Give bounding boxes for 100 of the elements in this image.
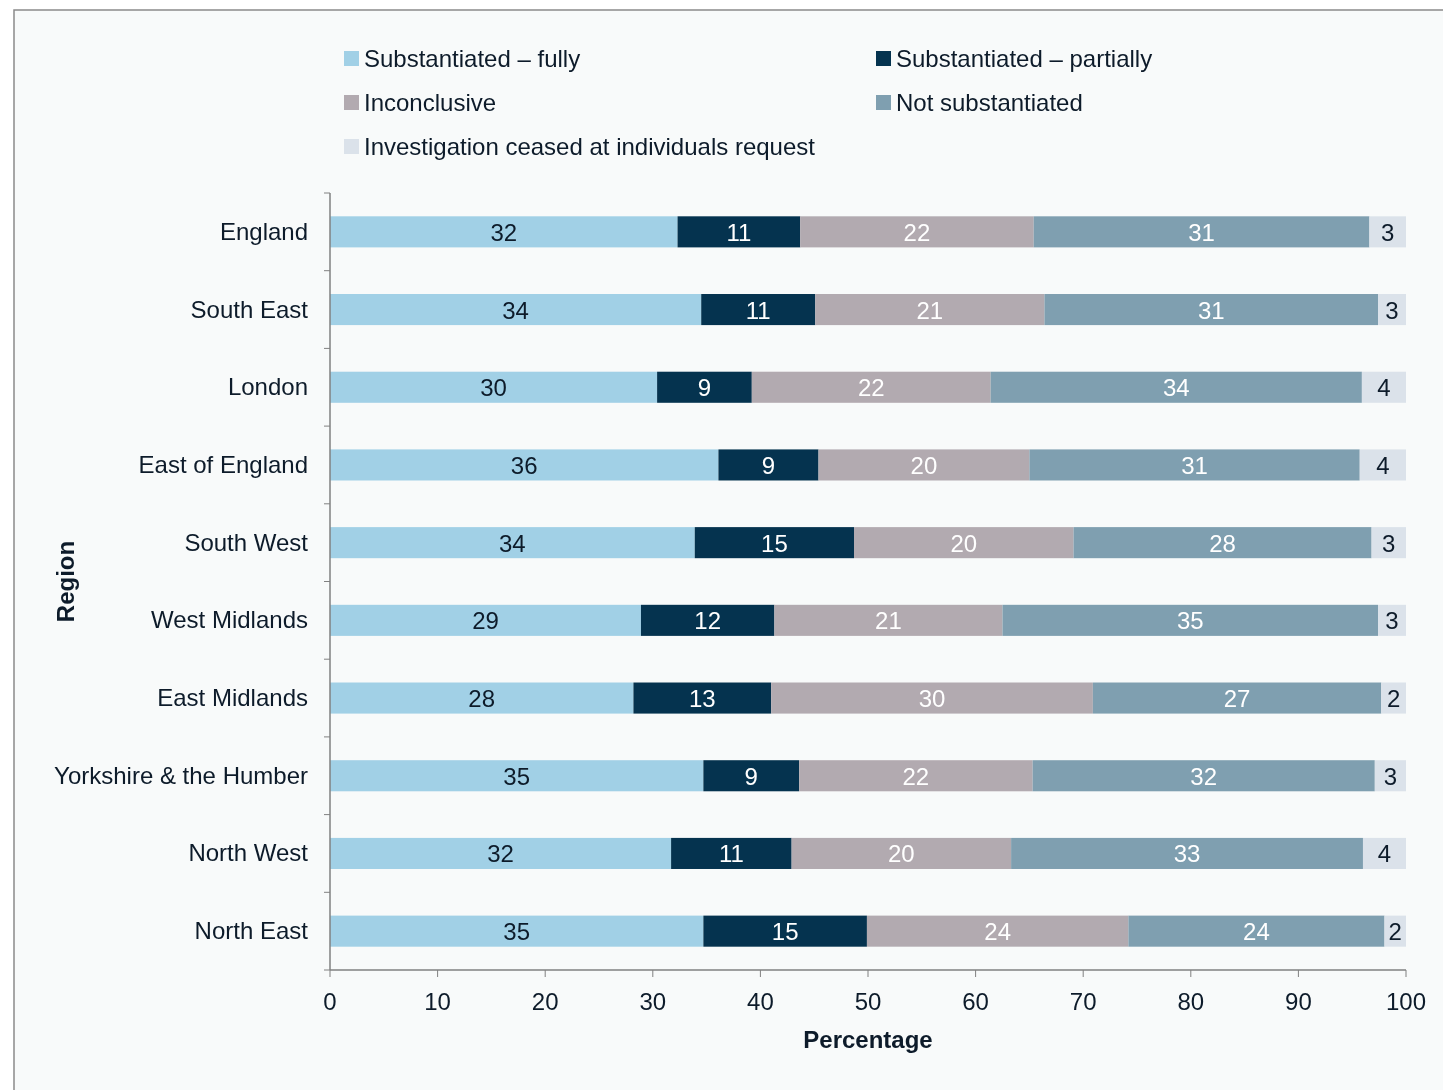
bar <box>703 915 867 947</box>
bar <box>1033 216 1370 248</box>
data-label: 11 <box>726 218 752 246</box>
bar <box>818 449 1030 481</box>
data-label: 3 <box>1382 529 1396 557</box>
data-label: 28 <box>468 685 496 713</box>
bar <box>791 837 1012 869</box>
bar <box>330 449 719 481</box>
bar <box>694 527 855 559</box>
data-label: 3 <box>1385 296 1399 324</box>
legend-label: Investigation ceased at individuals request <box>364 133 816 160</box>
data-label: 33 <box>1173 840 1201 868</box>
data-label: 11 <box>718 840 744 868</box>
data-label: 24 <box>1243 918 1270 946</box>
bar <box>657 371 752 403</box>
x-tick-label: 50 <box>854 988 882 1015</box>
data-label: 13 <box>688 685 716 713</box>
x-tick-label: 20 <box>531 988 559 1015</box>
bar <box>1361 371 1406 403</box>
data-label: 29 <box>472 607 499 635</box>
bar <box>1073 527 1372 559</box>
data-label: 31 <box>1181 451 1208 479</box>
legend-label: Inconclusive <box>364 89 497 116</box>
y-tick-label: North East <box>194 917 309 945</box>
bar <box>718 449 819 481</box>
x-tick-label: 90 <box>1285 988 1312 1015</box>
bar <box>866 915 1129 947</box>
bar <box>1029 449 1360 481</box>
data-label: 3 <box>1385 607 1399 635</box>
bar <box>800 216 1034 248</box>
bar <box>671 837 792 869</box>
data-label: 15 <box>771 918 799 946</box>
data-label: 9 <box>697 374 712 402</box>
data-label: 32 <box>490 218 518 246</box>
data-label: 9 <box>761 451 776 479</box>
data-label: 9 <box>744 762 758 790</box>
data-label: 31 <box>1188 218 1215 246</box>
bar <box>330 837 672 869</box>
data-label: 31 <box>1197 296 1225 324</box>
bar <box>633 682 772 714</box>
data-label: 24 <box>984 918 1012 946</box>
data-label: 4 <box>1377 840 1392 868</box>
bar <box>1369 216 1406 248</box>
data-label: 21 <box>875 607 902 635</box>
legend-label: Not substantiated <box>896 89 1083 116</box>
data-label: 3 <box>1381 218 1395 246</box>
data-label: 2 <box>1386 685 1401 713</box>
x-tick-label: 0 <box>323 988 337 1015</box>
bar <box>330 604 641 636</box>
bar <box>815 294 1045 326</box>
y-tick-label: South West <box>184 528 309 556</box>
data-label: 4 <box>1377 374 1391 402</box>
data-label: 32 <box>1190 762 1218 790</box>
x-tick-label: 10 <box>424 988 451 1015</box>
bar <box>330 915 704 947</box>
bar <box>990 371 1362 403</box>
data-label: 36 <box>510 451 538 479</box>
bar <box>330 760 704 792</box>
data-label: 15 <box>761 529 788 557</box>
data-label: 35 <box>1176 607 1204 635</box>
data-label: 3 <box>1383 762 1398 790</box>
bar <box>774 604 1003 636</box>
legend-label: Substantiated – partially <box>896 45 1153 72</box>
x-tick-label: 100 <box>1385 988 1427 1015</box>
data-label: 34 <box>1162 374 1190 402</box>
bar <box>1128 915 1385 947</box>
bar <box>701 294 816 326</box>
bar <box>1032 760 1375 792</box>
data-label: 22 <box>903 218 931 246</box>
data-label: 30 <box>918 685 946 713</box>
data-label: 32 <box>487 840 514 868</box>
bar <box>1002 604 1379 636</box>
x-tick-label: 30 <box>639 988 667 1015</box>
y-tick-label: East Midlands <box>157 684 308 712</box>
bar <box>703 760 800 792</box>
legend-label: Substantiated – fully <box>364 45 581 72</box>
y-tick-label: North West <box>188 839 309 867</box>
x-tick-label: 80 <box>1177 988 1205 1015</box>
data-label: 28 <box>1209 529 1236 557</box>
bar <box>330 294 702 326</box>
x-tick-label: 60 <box>962 988 989 1015</box>
x-tick-label: 70 <box>1069 988 1097 1015</box>
data-label: 34 <box>502 296 529 324</box>
bar <box>854 527 1074 559</box>
y-tick-label: London <box>227 373 308 401</box>
y-tick-label: East of England <box>138 450 308 478</box>
bar <box>640 604 775 636</box>
bar <box>330 371 658 403</box>
data-label: 2 <box>1388 918 1402 946</box>
data-label: 20 <box>950 529 978 557</box>
bar <box>330 216 678 248</box>
bar <box>751 371 991 403</box>
data-label: 22 <box>857 374 885 402</box>
data-label: 22 <box>902 762 930 790</box>
bar <box>1011 837 1363 869</box>
x-tick-label: 40 <box>747 988 774 1015</box>
x-axis-title: Percentage <box>803 1026 933 1053</box>
bar <box>677 216 801 248</box>
bar <box>1362 837 1406 869</box>
data-label: 21 <box>916 296 944 324</box>
